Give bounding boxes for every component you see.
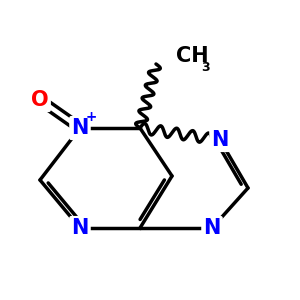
Text: O: O [31,90,49,110]
Text: N: N [203,218,221,238]
Text: +: + [85,110,97,124]
Text: N: N [71,218,89,238]
Text: N: N [211,130,229,150]
Text: N: N [71,118,89,138]
Text: CH: CH [176,46,208,66]
Text: 3: 3 [201,61,209,74]
